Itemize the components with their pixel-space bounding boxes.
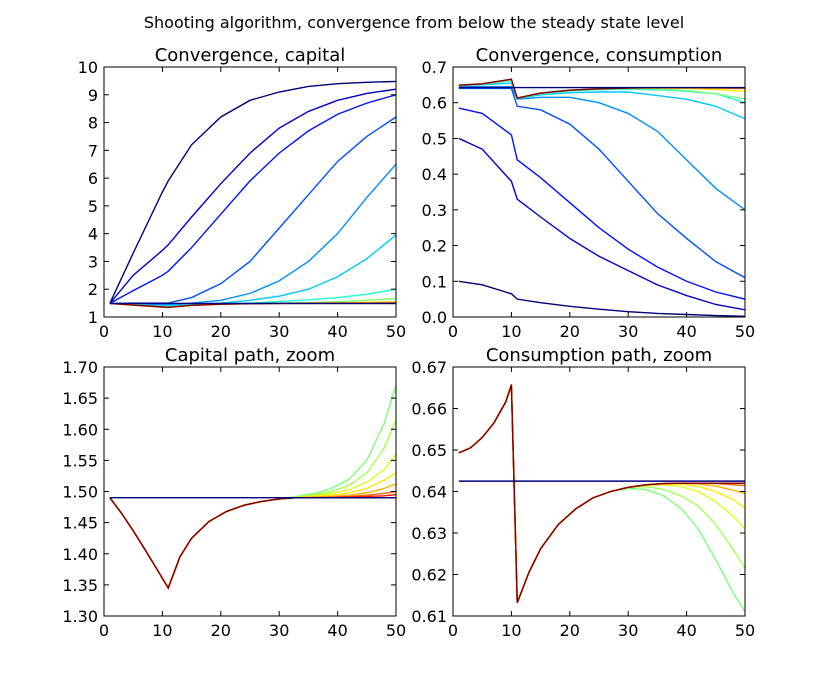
y-tick-label: 1.40 bbox=[62, 545, 98, 564]
y-tick-label: 0.7 bbox=[422, 58, 447, 77]
y-tick-label: 8 bbox=[88, 114, 98, 133]
chart-panel-consumption: 0 10 20 30 40 50 0.0 0.1 0.2 0.3 0.4 0.5 0.6 0.7 Conve… bbox=[422, 45, 756, 341]
y-tick-label: 2 bbox=[88, 280, 98, 299]
y-tick-label: 1.60 bbox=[62, 420, 98, 439]
y-tick-label: 1.50 bbox=[62, 483, 98, 502]
x-tick-label: 30 bbox=[618, 322, 638, 341]
series-group bbox=[458, 384, 745, 613]
x-tick-label: 0 bbox=[99, 621, 109, 640]
plot-frame bbox=[103, 66, 397, 318]
y-tick-label: 0.0 bbox=[422, 308, 447, 327]
chart-title: Capital path, zoom bbox=[165, 345, 335, 366]
y-tick-label: 1.65 bbox=[62, 389, 98, 408]
x-tick-label: 20 bbox=[211, 322, 231, 341]
x-tick-label: 10 bbox=[152, 621, 172, 640]
series-group bbox=[458, 78, 745, 317]
x-tick-label: 40 bbox=[676, 621, 696, 640]
y-tick-label: 0.66 bbox=[411, 400, 447, 419]
x-tick-label: 30 bbox=[269, 621, 289, 640]
series-line-3 bbox=[458, 107, 745, 300]
x-tick-label: 0 bbox=[448, 621, 458, 640]
y-tick-label: 6 bbox=[88, 169, 98, 188]
series-group bbox=[109, 385, 396, 590]
series-line-5 bbox=[458, 85, 745, 211]
y-tick-label: 1.45 bbox=[62, 514, 98, 533]
chart-panel-capital-zoom: 0 10 20 30 40 50 1.30 1.35 1.40 1.45 1.50 1.55 1.60 1… bbox=[62, 345, 406, 640]
series-line-2 bbox=[458, 137, 745, 311]
y-tick-label: 0.5 bbox=[422, 129, 447, 148]
series-line-5 bbox=[109, 163, 396, 306]
y-tick-label: 0.1 bbox=[422, 272, 447, 291]
x-tick-label: 20 bbox=[211, 621, 231, 640]
series-line-2 bbox=[109, 88, 396, 304]
y-tick-label: 0.63 bbox=[411, 524, 447, 543]
x-tick-label: 0 bbox=[448, 322, 458, 341]
y-tick-label: 1.30 bbox=[62, 607, 98, 626]
y-tick-label: 5 bbox=[88, 197, 98, 216]
x-tick-label: 30 bbox=[269, 322, 289, 341]
x-tick-label: 40 bbox=[327, 621, 347, 640]
chart-title: Convergence, consumption bbox=[476, 45, 723, 66]
x-tick-label: 30 bbox=[618, 621, 638, 640]
x-tick-label: 20 bbox=[560, 621, 580, 640]
series-line-1 bbox=[109, 80, 396, 304]
chart-panel-capital: 0 10 20 30 40 50 1 2 3 4 5 6 7 8 9 10 Convergence, capit… bbox=[78, 45, 407, 341]
y-tick-label: 7 bbox=[88, 141, 98, 160]
chart-title: Convergence, capital bbox=[155, 45, 346, 66]
series-line-4 bbox=[458, 87, 745, 279]
series-line-6 bbox=[458, 82, 745, 120]
y-tick-label: 1.55 bbox=[62, 451, 98, 470]
x-tick-label: 20 bbox=[560, 322, 580, 341]
y-tick-label: 10 bbox=[78, 58, 98, 77]
series-line-6 bbox=[109, 234, 396, 307]
y-tick-label: 1.35 bbox=[62, 576, 98, 595]
series-group bbox=[109, 80, 396, 308]
y-tick-label: 1.70 bbox=[62, 358, 98, 377]
y-tick-label: 0.65 bbox=[411, 441, 447, 460]
y-tick-label: 0.2 bbox=[422, 237, 447, 256]
y-tick-label: 0.3 bbox=[422, 201, 447, 220]
chart-panel-consumption-zoom: 0 10 20 30 40 50 0.61 0.62 0.63 0.64 0.65 0.66 0.67 C… bbox=[411, 345, 755, 640]
y-tick-label: 0.4 bbox=[422, 165, 447, 184]
x-tick-label: 50 bbox=[735, 322, 755, 341]
x-tick-label: 10 bbox=[501, 322, 521, 341]
series-line-1 bbox=[458, 280, 745, 317]
series-line-3 bbox=[109, 94, 396, 305]
y-tick-label: 3 bbox=[88, 252, 98, 271]
y-tick-label: 0.64 bbox=[411, 483, 447, 502]
x-tick-label: 0 bbox=[99, 322, 109, 341]
y-tick-label: 0.6 bbox=[422, 94, 447, 113]
y-tick-label: 4 bbox=[88, 225, 98, 244]
chart-panels: 0 10 20 30 40 50 1 2 3 4 5 6 7 8 9 10 Convergence, capit… bbox=[62, 45, 755, 640]
y-tick-label: 0.61 bbox=[411, 607, 447, 626]
series-line-8 bbox=[458, 384, 745, 603]
x-tick-label: 40 bbox=[676, 322, 696, 341]
x-tick-label: 50 bbox=[386, 322, 406, 341]
x-tick-label: 10 bbox=[501, 621, 521, 640]
x-tick-label: 40 bbox=[327, 322, 347, 341]
y-tick-label: 0.62 bbox=[411, 566, 447, 585]
figure-suptitle: Shooting algorithm, convergence from bel… bbox=[144, 13, 684, 32]
y-tick-label: 0.67 bbox=[411, 358, 447, 377]
chart-title: Consumption path, zoom bbox=[486, 345, 712, 366]
y-tick-label: 1 bbox=[88, 308, 98, 327]
plot-frame bbox=[452, 66, 746, 318]
x-tick-label: 50 bbox=[386, 621, 406, 640]
x-tick-label: 10 bbox=[152, 322, 172, 341]
x-tick-label: 50 bbox=[735, 621, 755, 640]
y-tick-label: 9 bbox=[88, 86, 98, 105]
